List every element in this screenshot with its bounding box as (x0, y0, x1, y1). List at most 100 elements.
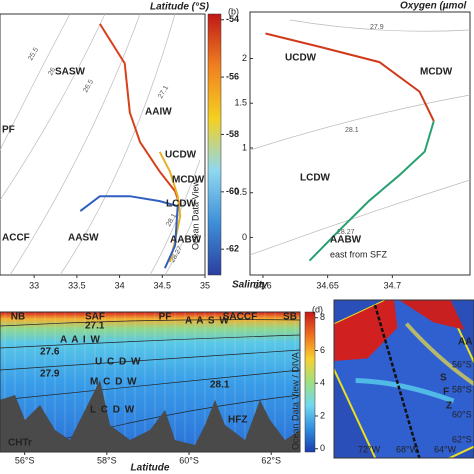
isopycnal-label: 28.27 (337, 229, 355, 236)
lat-tick-label: 60°S (452, 409, 472, 419)
water-mass-label: L C D W (90, 405, 135, 416)
section-field (0, 312, 300, 452)
x-tick-label: 34 (115, 280, 125, 290)
water-mass-label: M C D W (90, 377, 138, 388)
water-mass-label: AABW (170, 235, 202, 246)
lat-tick-label: 56°S (452, 359, 472, 369)
colorbar-tick-label: -60 (226, 186, 239, 196)
ridge (404, 322, 474, 391)
water-mass-label: LCDW (300, 173, 331, 184)
colorbar-tick-label: 4 (320, 378, 325, 388)
isopycnal (0, 369, 300, 401)
plot-frame (249, 11, 471, 276)
isopycnal-label: 27.6 (40, 347, 60, 358)
panel-label: (b) (228, 6, 239, 16)
x-tick-label: 34.7 (384, 280, 402, 290)
y-tick-label: 0 (242, 232, 247, 242)
water-mass-label: MCDW (420, 67, 453, 78)
x-tick-label: 34.6 (254, 280, 272, 290)
x-tick-label: 62°S (261, 455, 281, 465)
isopycnal-label: 27.1 (85, 321, 105, 332)
water-mass-label: PF (2, 125, 15, 136)
isopycnal-label: 27.9 (40, 369, 60, 380)
x-tick-label: 34.5 (154, 280, 172, 290)
y-tick-label: 2 (242, 53, 247, 63)
water-mass-label: east from SFZ (330, 249, 388, 259)
water-mass-label: A A S W (185, 316, 230, 327)
lon-tick-label: 64°W (434, 444, 457, 454)
isopycnal (289, 19, 471, 32)
colorbar-title: Latitude (°S) (150, 2, 210, 13)
plot-frame (0, 311, 301, 453)
water-mass-label: AABW (330, 235, 362, 246)
isopycnal (249, 94, 471, 151)
colorbar-tick-label: 0 (320, 443, 325, 453)
x-tick-label: 33 (29, 280, 39, 290)
front-label: NB (11, 312, 25, 323)
watermark: Ocean Data View (190, 180, 200, 250)
ridge (355, 377, 455, 404)
y-tick-label: 0.5 (234, 187, 247, 197)
colorbar-tick-label: -62 (226, 244, 239, 254)
map-label: S (440, 373, 447, 384)
colorbar-tick-label: -58 (226, 129, 239, 139)
front-label: PF (159, 312, 172, 323)
colorbar (304, 311, 316, 453)
bathymetry (0, 380, 300, 452)
water-mass-label: AAIW (145, 107, 172, 118)
y-tick-label: 1 (242, 142, 247, 152)
panel-title: Oxygen (µmol (400, 1, 467, 12)
lon-tick-label: 68°W (396, 444, 419, 454)
shelf (393, 300, 465, 330)
lat-tick-label: 58°S (452, 384, 472, 394)
x-axis-label: Salinity (232, 280, 268, 291)
map-label: F (443, 387, 449, 398)
isopycnal (0, 334, 300, 349)
x-tick-label: 56°S (15, 455, 35, 465)
profile-line (308, 120, 435, 262)
colorbar-tick-label: 2 (320, 410, 325, 420)
transect (373, 304, 421, 458)
profile-line (265, 32, 435, 122)
colorbar-tick-label: -54 (226, 14, 239, 24)
colorbar-tick-label: 6 (320, 345, 325, 355)
profile-line (79, 195, 179, 269)
feature-label: CHTr (8, 438, 32, 449)
isopycnal (0, 319, 300, 327)
isopycnal-label: 28.1 (210, 380, 230, 391)
x-tick-label: 58°S (97, 455, 117, 465)
colorbar (207, 13, 222, 276)
isopycnal-label: 26 (47, 67, 57, 77)
water-mass-label: LCDW (166, 199, 197, 210)
isopycnal-label: 28.1 (345, 127, 359, 134)
map-label: AA (458, 337, 472, 348)
isopycnal (0, 349, 300, 371)
water-mass-label: U C D W (95, 357, 141, 368)
isopycnal (149, 159, 201, 276)
plot-frame (0, 13, 206, 276)
map-label: Z (446, 401, 452, 412)
panel-label: (d) (312, 304, 323, 314)
x-axis-label: Latitude (131, 463, 170, 474)
water-mass-label: UCDW (165, 150, 197, 161)
lat-tick-label: 62°S (452, 434, 472, 444)
colorbar-tick-label: 8 (320, 312, 325, 322)
y-tick-label: 1.5 (234, 98, 247, 108)
x-tick-label: 33.5 (68, 280, 86, 290)
front-label: SAF (85, 312, 105, 323)
front-label: SB (283, 312, 297, 323)
colorbar-tick-label: -56 (226, 71, 239, 81)
water-mass-label: ACCF (2, 233, 30, 244)
isopycnal (9, 13, 141, 276)
water-mass-label: SASW (55, 67, 86, 78)
isopycnal (164, 214, 196, 276)
isopycnal (0, 13, 71, 151)
water-mass-label: AASW (68, 233, 99, 244)
x-tick-label: 34.65 (316, 280, 339, 290)
water-mass-label: MCDW (172, 175, 205, 186)
water-mass-label: UCDW (285, 53, 317, 64)
isopycnal (249, 179, 471, 256)
isopycnal (0, 13, 106, 201)
map-frame (333, 299, 474, 459)
